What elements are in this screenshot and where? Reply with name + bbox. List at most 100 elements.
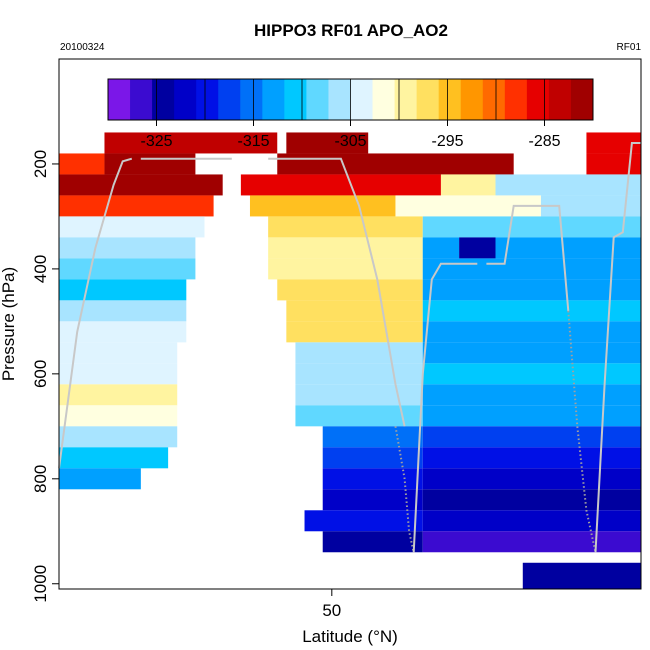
heatmap-cell-11-2: [422, 363, 641, 385]
colorbar-tick-label: -295: [431, 133, 463, 150]
heatmap-cell-1-2: [277, 153, 514, 175]
heatmap-cell-3-2: [395, 195, 541, 217]
x-axis-label: Latitude (°N): [302, 627, 398, 646]
y-tick-label: 200: [31, 150, 50, 178]
heatmap-cell-1-0: [59, 153, 105, 175]
heatmap-cell-5-3: [459, 237, 496, 259]
colorbar-swatch-8: [284, 79, 307, 120]
y-axis-label: Pressure (hPa): [0, 267, 18, 381]
heatmap-cell-14-2: [422, 426, 641, 448]
heatmap-cell-3-1: [249, 195, 396, 217]
heatmap-cell-0-2: [586, 132, 641, 154]
heatmap-cell-12-1: [295, 384, 423, 406]
heatmap-layer: [59, 132, 641, 589]
colorbar-swatch-1: [130, 79, 153, 120]
heatmap-cell-19-0: [322, 531, 423, 553]
colorbar-swatch-15: [438, 79, 462, 120]
y-tick-label: 800: [31, 465, 50, 493]
heatmap-cell-1-3: [586, 153, 641, 175]
flight-track-segment-5: [486, 204, 570, 311]
colorbar-tick-label: -315: [237, 133, 269, 150]
colorbar-swatch-2: [152, 79, 175, 120]
colorbar-swatch-6: [240, 79, 263, 120]
heatmap-cell-6-0: [59, 258, 196, 280]
heatmap-cell-5-2: [422, 237, 460, 259]
colorbar-swatch-21: [570, 79, 594, 120]
colorbar-swatch-20: [548, 79, 572, 120]
heatmap-cell-9-0: [59, 321, 187, 343]
colorbar-swatch-17: [482, 79, 506, 120]
heatmap-cell-3-0: [59, 195, 214, 217]
flight-track-segment-0: [58, 157, 133, 469]
colorbar-swatch-19: [526, 79, 550, 120]
heatmap-cell-2-3: [495, 174, 641, 196]
chart-title: HIPPO3 RF01 APO_AO2: [254, 21, 448, 40]
colorbar-swatch-0: [108, 79, 131, 120]
colorbar-tick-label: -305: [334, 133, 366, 150]
heatmap-cell-14-1: [322, 426, 423, 448]
heatmap-cell-17-0: [322, 489, 423, 511]
heatmap-cell-9-2: [422, 321, 641, 343]
heatmap-cell-15-1: [322, 447, 423, 469]
heatmap-cell-5-4: [495, 237, 641, 259]
heatmap-cell-4-0: [59, 216, 205, 238]
heatmap-cell-5-0: [59, 237, 196, 259]
flight-track-segment-3: [394, 426, 415, 553]
colorbar-swatch-16: [460, 79, 484, 120]
heatmap-cell-8-1: [286, 300, 423, 322]
colorbar-swatch-13: [394, 79, 418, 120]
heatmap-cell-4-2: [422, 216, 641, 238]
colorbar-tick-label: -325: [140, 133, 172, 150]
heatmap-cell-8-0: [59, 300, 187, 322]
heatmap-cell-0-1: [286, 132, 369, 154]
heatmap-cell-10-0: [59, 342, 178, 364]
chart-date-label: 20100324: [60, 42, 105, 53]
heatmap-cell-15-0: [59, 447, 169, 469]
flight-track-segment-2: [268, 157, 406, 427]
heatmap-cell-12-2: [422, 384, 641, 406]
colorbar: -325 -315 -305 -295 -285: [107, 78, 594, 150]
heatmap-cell-17-1: [422, 489, 641, 511]
colorbar-tick-label: -285: [528, 133, 560, 150]
heatmap-cell-2-0: [59, 174, 223, 196]
colorbar-swatch-12: [372, 79, 396, 120]
heatmap-cell-7-1: [277, 279, 423, 301]
heatmap-cell-16-1: [322, 468, 423, 490]
heatmap-cell-15-2: [422, 447, 641, 469]
heatmap-cell-18-0: [304, 510, 423, 532]
heatmap-cell-12-0: [59, 384, 178, 406]
y-tick-label: 1000: [31, 565, 50, 603]
heatmap-cell-19-1: [422, 531, 641, 553]
heatmap-cell-5-1: [268, 237, 423, 259]
heatmap-cell-16-0: [59, 468, 141, 490]
x-tick-label: 50: [322, 601, 341, 620]
y-tick-label: 400: [31, 255, 50, 283]
heatmap-cell-9-1: [286, 321, 423, 343]
colorbar-swatch-11: [350, 79, 374, 120]
heatmap-cell-13-2: [422, 405, 641, 427]
heatmap-cell-13-0: [59, 405, 178, 427]
heatmap-cell-10-1: [295, 342, 423, 364]
heatmap-cell-11-1: [295, 363, 423, 385]
heatmap-cell-10-2: [422, 342, 641, 364]
heatmap-cell-11-0: [59, 363, 178, 385]
heatmap-cell-18-1: [422, 510, 641, 532]
heatmap-cell-14-0: [59, 426, 178, 448]
chart-flight-label: RF01: [617, 42, 642, 53]
colorbar-swatch-18: [504, 79, 528, 120]
heatmap-cell-20-0: [522, 562, 641, 589]
heatmap-cell-8-2: [422, 300, 641, 322]
heatmap-cell-6-2: [422, 258, 641, 280]
colorbar-swatch-3: [174, 79, 197, 120]
colorbar-swatch-14: [416, 79, 440, 120]
heatmap-cell-2-1: [240, 174, 441, 196]
colorbar-swatch-5: [218, 79, 241, 120]
heatmap-cell-7-2: [422, 279, 641, 301]
heatmap-cell-3-3: [540, 195, 641, 217]
flight-track-segment-4: [412, 262, 478, 553]
colorbar-swatch-9: [306, 79, 329, 120]
heatmap-cell-7-0: [59, 279, 187, 301]
heatmap-cell-6-1: [268, 258, 423, 280]
colorbar-swatch-7: [262, 79, 285, 120]
